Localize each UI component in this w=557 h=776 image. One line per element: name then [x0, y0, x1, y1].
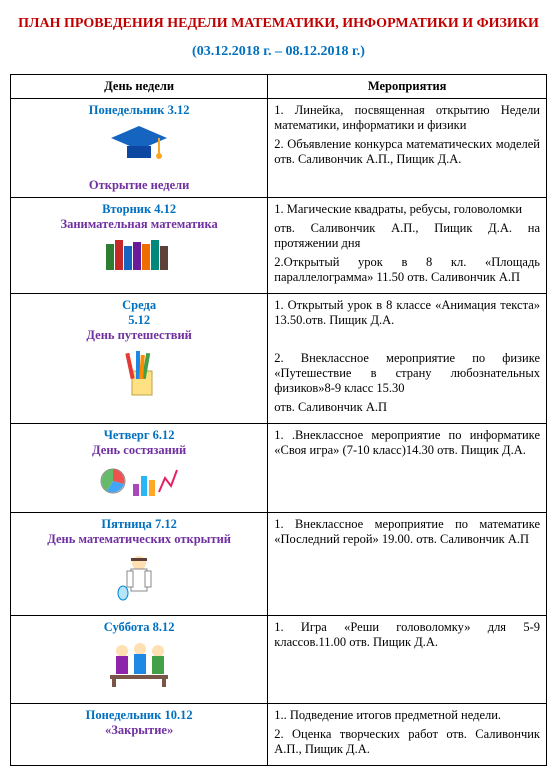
day-cell: Понедельник 10.12«Закрытие» — [11, 704, 268, 766]
event-line: отв. Саливончик А.П., Пищик Д.А. на прот… — [274, 221, 540, 251]
events-cell: 1. .Внеклассное мероприятие по информати… — [268, 424, 547, 513]
event-line: 2. Оценка творческих работ отв. Саливонч… — [274, 727, 540, 757]
events-cell: 1.. Подведение итогов предметной недели.… — [268, 704, 547, 766]
events-cell: 1. Игра «Реши головоломку» для 5-9 класс… — [268, 616, 547, 704]
event-line: 2. Внеклассное мероприятие по физике «Пу… — [274, 351, 540, 396]
event-line — [274, 332, 540, 347]
header-events: Мероприятия — [268, 75, 547, 99]
header-day: День недели — [11, 75, 268, 99]
day-cell: Вторник 4.12Занимательная математика — [11, 198, 268, 294]
event-line: 1. Открытый урок в 8 классе «Анимация те… — [274, 298, 540, 328]
table-row: Суббота 8.12 1. Игра «Реши головоломку» д… — [11, 616, 547, 704]
day-cell: Среда5.12День путешествий — [11, 294, 268, 424]
event-line: 1.. Подведение итогов предметной недели. — [274, 708, 540, 723]
day-cell: Четверг 6.12День состязаний — [11, 424, 268, 513]
day-name: Пятница 7.12 — [17, 517, 261, 532]
day-subtitle: День состязаний — [17, 443, 261, 458]
day-subtitle: День математических открытий — [17, 532, 261, 547]
day-name: Среда — [17, 298, 261, 313]
day-name: Понедельник 10.12 — [17, 708, 261, 723]
day-name: Четверг 6.12 — [17, 428, 261, 443]
event-line: 1. .Внеклассное мероприятие по информати… — [274, 428, 540, 458]
day-subtitle: Открытие недели — [17, 178, 261, 193]
page-title: ПЛАН ПРОВЕДЕНИЯ НЕДЕЛИ МАТЕМАТИКИ, ИНФОР… — [10, 16, 547, 32]
books-icon — [17, 238, 261, 276]
event-line: 2.Открытый урок в 8 кл. «Площадь паралле… — [274, 255, 540, 285]
day-subtitle: День путешествий — [17, 328, 261, 343]
table-row: Пятница 7.12День математических открытий… — [11, 513, 547, 616]
table-row: Среда5.12День путешествий1. Открытый уро… — [11, 294, 547, 424]
day-name: Вторник 4.12 — [17, 202, 261, 217]
event-line: 1. Магические квадраты, ребусы, головоло… — [274, 202, 540, 217]
scientist-icon — [17, 553, 261, 605]
day-name: Суббота 8.12 — [17, 620, 261, 635]
events-cell: 1. Линейка, посвященная открытию Недели … — [268, 99, 547, 198]
table-row: Вторник 4.12Занимательная математика 1. М… — [11, 198, 547, 294]
date-range: (03.12.2018 г. – 08.12.2018 г.) — [10, 44, 547, 60]
table-row: Четверг 6.12День состязаний1. .Внеклассн… — [11, 424, 547, 513]
students-icon — [17, 641, 261, 693]
event-line: 1. Внеклассное мероприятие по математике… — [274, 517, 540, 547]
day-cell: Суббота 8.12 — [11, 616, 268, 704]
schedule-table: День недели Мероприятия Понедельник 3.12… — [10, 74, 547, 766]
day-name: Понедельник 3.12 — [17, 103, 261, 118]
table-row: Понедельник 10.12«Закрытие»1.. Подведени… — [11, 704, 547, 766]
charts-icon — [17, 464, 261, 502]
event-line: 2. Объявление конкурса математических мо… — [274, 137, 540, 167]
events-cell: 1. Магические квадраты, ребусы, головоло… — [268, 198, 547, 294]
day-subtitle: Занимательная математика — [17, 217, 261, 232]
pencils-icon — [17, 349, 261, 403]
grad-cap-icon — [17, 124, 261, 172]
events-cell: 1. Открытый урок в 8 классе «Анимация те… — [268, 294, 547, 424]
day-subtitle: «Закрытие» — [17, 723, 261, 738]
event-line: 1. Линейка, посвященная открытию Недели … — [274, 103, 540, 133]
event-line: 1. Игра «Реши головоломку» для 5-9 класс… — [274, 620, 540, 650]
table-row: Понедельник 3.12 Открытие недели 1. Линейк… — [11, 99, 547, 198]
day-cell: Пятница 7.12День математических открытий — [11, 513, 268, 616]
event-line: отв. Саливончик А.П — [274, 400, 540, 415]
day-cell: Понедельник 3.12 Открытие недели — [11, 99, 268, 198]
day-name-line2: 5.12 — [17, 313, 261, 328]
events-cell: 1. Внеклассное мероприятие по математике… — [268, 513, 547, 616]
